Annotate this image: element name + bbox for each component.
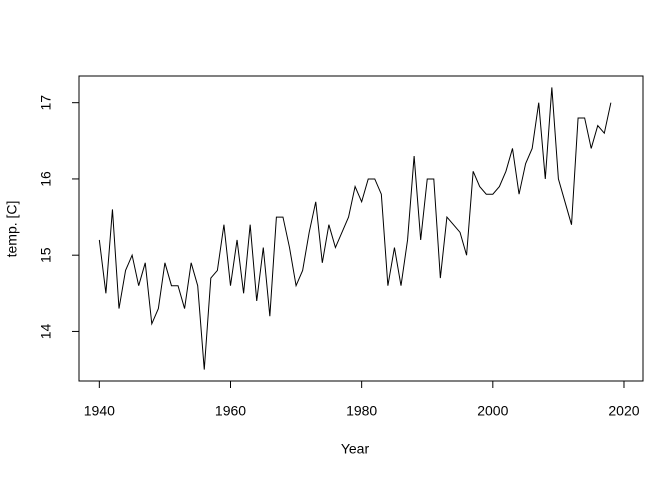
x-tick-label: 2000	[477, 403, 508, 419]
y-tick-label: 16	[38, 171, 54, 187]
x-axis-label: Year	[341, 441, 370, 457]
data-line	[98, 87, 612, 370]
x-tick-label: 1980	[346, 403, 377, 419]
plot-box	[78, 75, 644, 382]
x-tick-label: 2020	[608, 403, 639, 419]
y-tick-label: 14	[38, 323, 54, 339]
x-tick-label: 1940	[84, 403, 115, 419]
x-tick-label: 1960	[215, 403, 246, 419]
y-tick-label: 17	[38, 95, 54, 111]
y-axis-label: temp. [C]	[4, 201, 20, 258]
y-tick-label: 15	[38, 247, 54, 263]
